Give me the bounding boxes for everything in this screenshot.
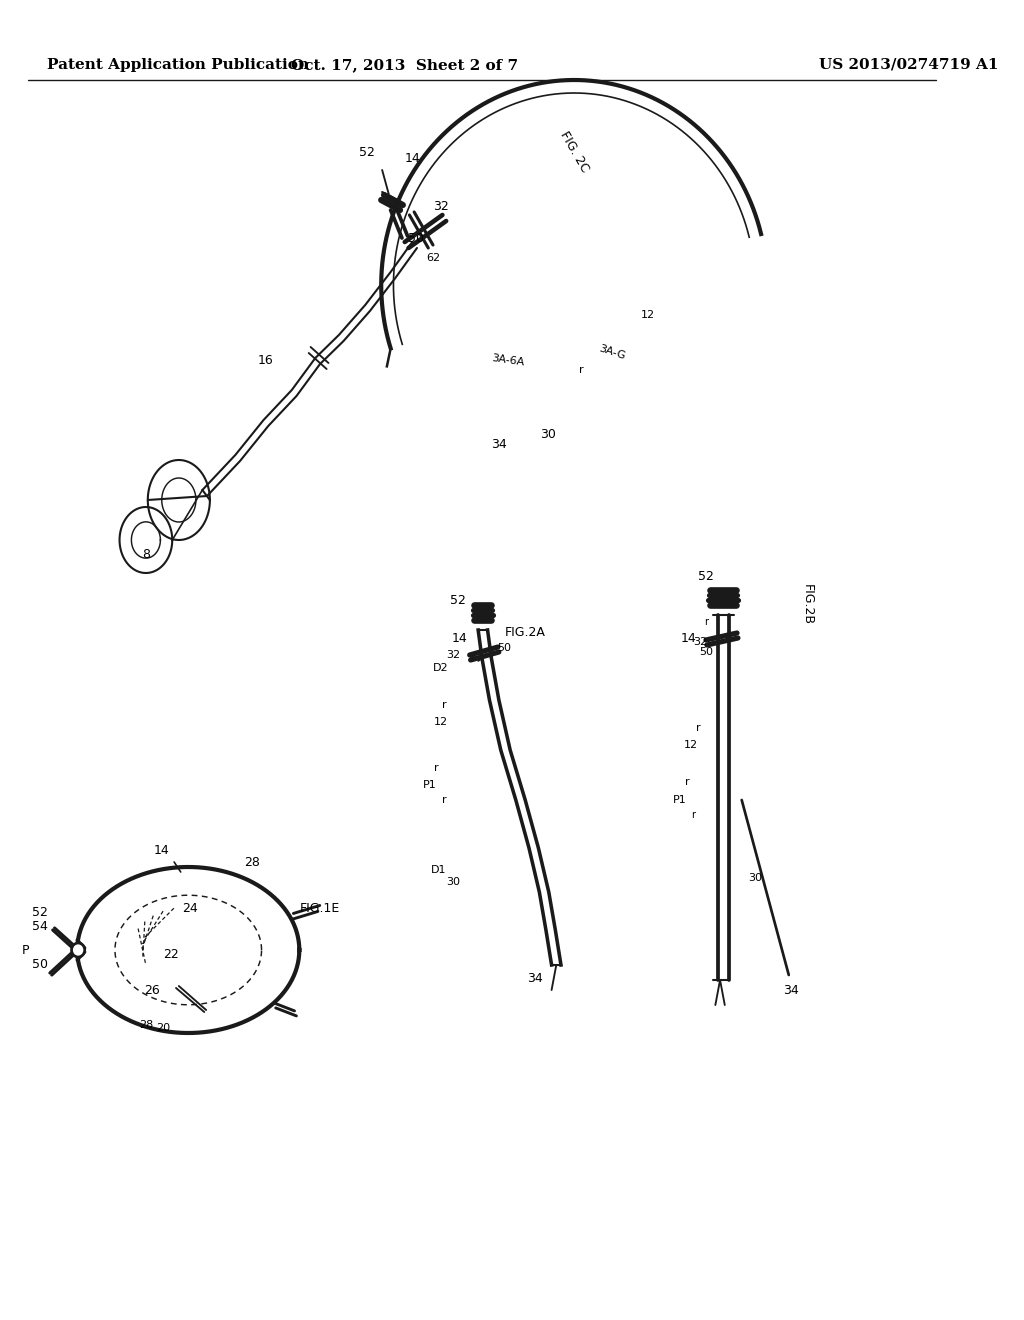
Text: 12: 12 bbox=[684, 741, 698, 750]
Text: 52: 52 bbox=[451, 594, 466, 606]
Text: 34: 34 bbox=[782, 983, 799, 997]
Text: 32: 32 bbox=[446, 649, 461, 660]
Text: 30: 30 bbox=[446, 876, 461, 887]
Text: P1: P1 bbox=[673, 795, 686, 805]
Text: 52: 52 bbox=[698, 570, 714, 583]
Text: FIG.2B: FIG.2B bbox=[801, 585, 814, 626]
Text: FIG.2A: FIG.2A bbox=[505, 626, 546, 639]
Text: Patent Application Publication: Patent Application Publication bbox=[47, 58, 309, 73]
Text: 14: 14 bbox=[681, 631, 697, 644]
Text: D2: D2 bbox=[433, 663, 449, 673]
Text: 30: 30 bbox=[540, 429, 556, 441]
Text: 24: 24 bbox=[182, 902, 198, 915]
Text: 50: 50 bbox=[699, 647, 713, 657]
Text: 3A-G: 3A-G bbox=[597, 343, 627, 360]
Text: 52: 52 bbox=[32, 906, 47, 919]
Text: FIG.1E: FIG.1E bbox=[300, 902, 340, 915]
Text: 54: 54 bbox=[32, 920, 47, 933]
Text: Oct. 17, 2013  Sheet 2 of 7: Oct. 17, 2013 Sheet 2 of 7 bbox=[291, 58, 518, 73]
Text: 28: 28 bbox=[139, 1020, 153, 1030]
Text: 34: 34 bbox=[490, 438, 507, 451]
Text: 62: 62 bbox=[426, 253, 440, 263]
Text: 50: 50 bbox=[408, 231, 424, 244]
Text: 32: 32 bbox=[693, 638, 708, 647]
Text: FIG. 2C: FIG. 2C bbox=[557, 129, 591, 174]
Text: 12: 12 bbox=[641, 310, 654, 319]
Circle shape bbox=[72, 942, 85, 957]
Text: r: r bbox=[580, 366, 584, 375]
Text: US 2013/0274719 A1: US 2013/0274719 A1 bbox=[819, 58, 998, 73]
Text: 20: 20 bbox=[156, 1023, 170, 1034]
Text: r: r bbox=[442, 700, 446, 710]
Text: D1: D1 bbox=[431, 865, 446, 875]
Text: 14: 14 bbox=[154, 843, 170, 857]
Text: r: r bbox=[434, 763, 439, 774]
Text: 28: 28 bbox=[245, 855, 260, 869]
Text: 32: 32 bbox=[432, 201, 449, 214]
Text: 8: 8 bbox=[142, 549, 150, 561]
Text: 22: 22 bbox=[164, 949, 179, 961]
Text: 52: 52 bbox=[359, 147, 375, 160]
Text: r: r bbox=[691, 810, 694, 820]
Text: r: r bbox=[685, 777, 689, 787]
Text: 26: 26 bbox=[144, 983, 161, 997]
Text: P: P bbox=[22, 944, 29, 957]
Text: 16: 16 bbox=[258, 354, 273, 367]
Text: r: r bbox=[696, 723, 700, 733]
Text: 34: 34 bbox=[526, 972, 543, 985]
Text: 30: 30 bbox=[748, 873, 762, 883]
Text: P1: P1 bbox=[423, 780, 437, 789]
Text: 50: 50 bbox=[498, 643, 512, 653]
Text: r: r bbox=[442, 795, 446, 805]
Text: 14: 14 bbox=[404, 152, 420, 165]
Text: 12: 12 bbox=[433, 717, 447, 727]
Text: 50: 50 bbox=[32, 958, 47, 972]
Text: r: r bbox=[703, 616, 708, 627]
Text: 14: 14 bbox=[452, 631, 467, 644]
Text: 3A-6A: 3A-6A bbox=[492, 352, 525, 367]
